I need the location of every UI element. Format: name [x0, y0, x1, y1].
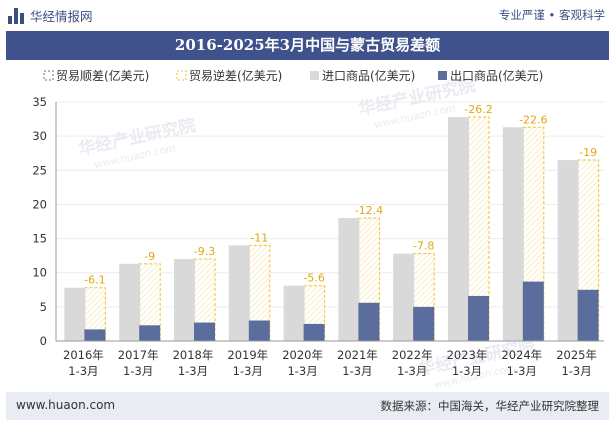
legend-label: 进口商品(亿美元): [322, 68, 415, 83]
export-bar: [358, 302, 380, 341]
import-bar: [448, 117, 469, 341]
legend-import-swatch: [310, 71, 319, 80]
y-tick-label: 30: [32, 129, 47, 143]
export-bar: [468, 295, 489, 341]
import-bar: [557, 160, 579, 341]
x-tick-label-year: 2018年: [173, 348, 214, 362]
x-tick-label-year: 2023年: [447, 348, 488, 362]
x-tick-label-period: 1-3月: [68, 364, 98, 378]
deficit-value-label: -22.6: [519, 113, 547, 126]
deficit-value-label: -6.1: [84, 274, 105, 287]
import-bar: [228, 245, 250, 341]
export-bar: [139, 325, 161, 341]
import-bar: [283, 285, 305, 341]
x-tick-label-period: 1-3月: [342, 364, 372, 378]
y-tick-label: 25: [32, 163, 47, 177]
x-tick-label-year: 2021年: [337, 348, 378, 362]
x-tick-label-year: 2020年: [282, 348, 323, 362]
y-tick-label: 15: [32, 232, 47, 246]
legend-label: 贸易顺差(亿美元): [56, 68, 149, 83]
import-bar: [64, 287, 86, 341]
x-tick-label-period: 1-3月: [507, 364, 537, 378]
import-bar: [338, 218, 360, 341]
legend-surplus-swatch: [43, 70, 54, 81]
import-bar: [174, 259, 195, 341]
x-tick-label-period: 1-3月: [123, 364, 153, 378]
x-tick-label-year: 2017年: [118, 348, 159, 362]
footer: www.huaon.com 数据来源：中国海关，华经产业研究院整理: [6, 392, 609, 420]
x-tick-label-year: 2024年: [501, 348, 542, 362]
legend-label: 贸易逆差(亿美元): [189, 68, 282, 83]
slogan: 专业严谨 • 客观科学: [498, 8, 605, 22]
x-tick-label-period: 1-3月: [233, 364, 263, 378]
y-tick-label: 35: [32, 95, 47, 109]
x-tick-label-year: 2019年: [227, 348, 268, 362]
y-tick-label: 20: [32, 197, 47, 211]
export-bar: [248, 320, 270, 341]
chart-title: 2016-2025年3月中国与蒙古贸易差额: [6, 31, 609, 60]
deficit-value-label: -12.4: [355, 204, 383, 217]
brand-logo-icon: [8, 7, 24, 24]
x-tick-label-year: 2022年: [392, 348, 433, 362]
export-bar: [577, 289, 599, 341]
deficit-value-label: -9.3: [194, 245, 215, 258]
import-bar: [119, 263, 141, 341]
deficit-value-label: -11: [250, 231, 268, 244]
x-tick-label-period: 1-3月: [287, 364, 317, 378]
footer-website: www.huaon.com: [16, 398, 116, 412]
brand: 华经情报网: [8, 6, 93, 25]
deficit-value-label: -5.6: [303, 272, 324, 285]
x-tick-label-period: 1-3月: [452, 364, 482, 378]
deficit-value-label: -19: [579, 146, 597, 159]
deficit-value-label: -9: [144, 250, 155, 263]
chart: 华经产业研究院www.huaon.com华经产业研究院www.huaon.com…: [32, 68, 604, 390]
import-bar: [393, 253, 415, 341]
footer-source: 数据来源：中国海关，华经产业研究院整理: [380, 399, 600, 413]
export-bar: [84, 329, 106, 341]
export-bar: [413, 306, 435, 341]
y-tick-label: 5: [40, 300, 47, 314]
brand-name: 华经情报网: [30, 9, 93, 24]
import-bar: [502, 127, 524, 341]
legend-deficit-swatch: [176, 70, 187, 81]
x-tick-label-period: 1-3月: [178, 364, 208, 378]
deficit-value-label: -26.2: [464, 103, 492, 116]
export-bar: [194, 322, 215, 341]
export-bar: [522, 281, 544, 341]
y-tick-label: 10: [32, 266, 47, 280]
export-bar: [303, 323, 325, 341]
legend-label: 出口商品(亿美元): [450, 68, 543, 83]
x-tick-label-year: 2016年: [63, 348, 104, 362]
y-tick-label: 0: [40, 334, 47, 348]
top-bar: 华经情报网 专业严谨 • 客观科学: [0, 0, 615, 30]
deficit-bar: [193, 258, 216, 342]
x-tick-label-period: 1-3月: [397, 364, 427, 378]
deficit-value-label: -7.8: [413, 240, 434, 253]
legend-export-swatch: [438, 71, 447, 80]
x-tick-label-period: 1-3月: [561, 364, 591, 378]
x-tick-label-year: 2025年: [556, 348, 597, 362]
